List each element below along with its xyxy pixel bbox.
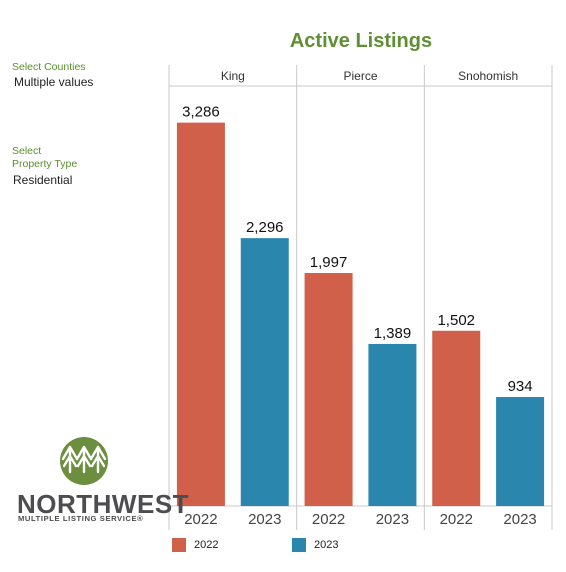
bar: [432, 330, 481, 506]
bar: [240, 238, 289, 506]
bar: [496, 397, 545, 506]
category-label: King: [221, 69, 245, 83]
legend-label-2022: 2022: [194, 539, 219, 551]
x-tick-label: 2022: [312, 511, 345, 528]
category-label: Snohomish: [458, 69, 518, 83]
chart-title: Active Listings: [289, 30, 433, 52]
bar: [176, 122, 225, 506]
legend-item-2023[interactable]: 2023: [292, 538, 338, 552]
data-label: 1,997: [310, 254, 348, 271]
x-tick-label: 2022: [184, 511, 217, 528]
data-label: 3,286: [182, 104, 220, 121]
data-label: 1,502: [437, 312, 475, 329]
logo-subtitle: MULTIPLE LISTING SERVICE®: [18, 514, 144, 523]
logo-name: NORTHWEST: [17, 489, 190, 519]
x-tick-label: 2023: [248, 511, 281, 528]
legend-swatch-2023: [292, 538, 306, 552]
bar: [304, 273, 353, 506]
category-label: Pierce: [343, 69, 377, 83]
data-label: 1,389: [374, 325, 412, 342]
data-label: 2,296: [246, 219, 284, 236]
legend-swatch-2022: [172, 538, 186, 552]
property-type-filter-value[interactable]: Residential: [13, 173, 73, 187]
legend-label-2023: 2023: [314, 539, 339, 551]
x-tick-label: 2022: [440, 511, 473, 528]
data-label: 934: [508, 378, 533, 395]
property-type-filter-title-line2: Property Type: [12, 158, 78, 170]
x-tick-label: 2023: [503, 511, 536, 528]
counties-filter-value[interactable]: Multiple values: [14, 75, 94, 89]
counties-filter-title: Select Counties: [12, 61, 86, 73]
bar: [368, 343, 417, 506]
property-type-filter-title-line1: Select: [12, 145, 42, 157]
legend-item-2022[interactable]: 2022: [172, 538, 218, 552]
x-tick-label: 2023: [376, 511, 409, 528]
